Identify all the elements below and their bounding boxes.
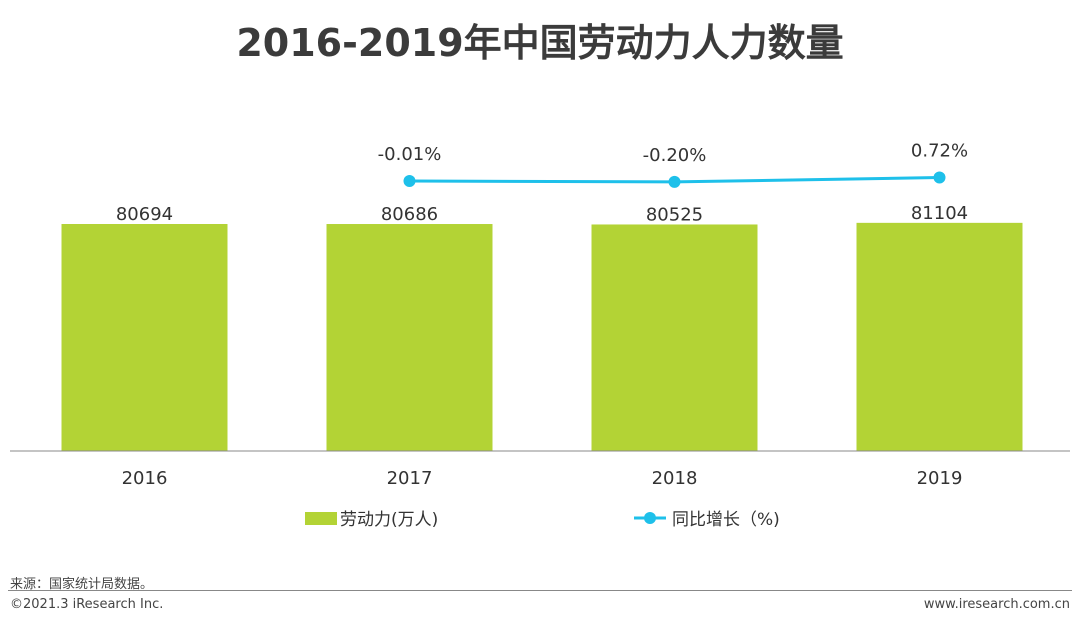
x-tick-label-2016: 2016 [122,468,168,489]
bar-value-label-2018: 80525 [646,204,703,225]
legend-bar-swatch [305,512,337,525]
footer-divider [8,590,1072,591]
legend-bar-label: 劳动力(万人) [340,510,438,530]
growth-label-2018: -0.20% [643,145,707,166]
bar-value-label-2017: 80686 [381,204,438,225]
growth-point-2018 [668,175,681,188]
legend-line-label: 同比增长（%) [672,510,780,530]
bar-2019 [856,222,1023,451]
copyright-text: ©2021.3 iResearch Inc. [10,597,164,612]
source-note: 来源：国家统计局数据。 [10,577,154,592]
growth-point-2019 [933,171,946,184]
chart-title: 2016-2019年中国劳动力人力数量 [236,21,844,65]
growth-label-2019: 0.72% [911,141,968,162]
growth-point-2017 [403,175,416,187]
bar-value-label-2019: 81104 [911,203,968,224]
bar-2016 [61,224,228,451]
legend-line-marker [644,512,656,524]
bar-2017 [326,224,493,451]
growth-label-2017: -0.01% [378,144,442,165]
x-tick-label-2018: 2018 [652,468,698,489]
bar-2018 [591,224,758,451]
website-text: www.iresearch.com.cn [923,597,1070,612]
bar-value-label-2016: 80694 [116,204,173,225]
x-tick-label-2017: 2017 [387,468,433,489]
x-tick-label-2019: 2019 [917,468,963,489]
